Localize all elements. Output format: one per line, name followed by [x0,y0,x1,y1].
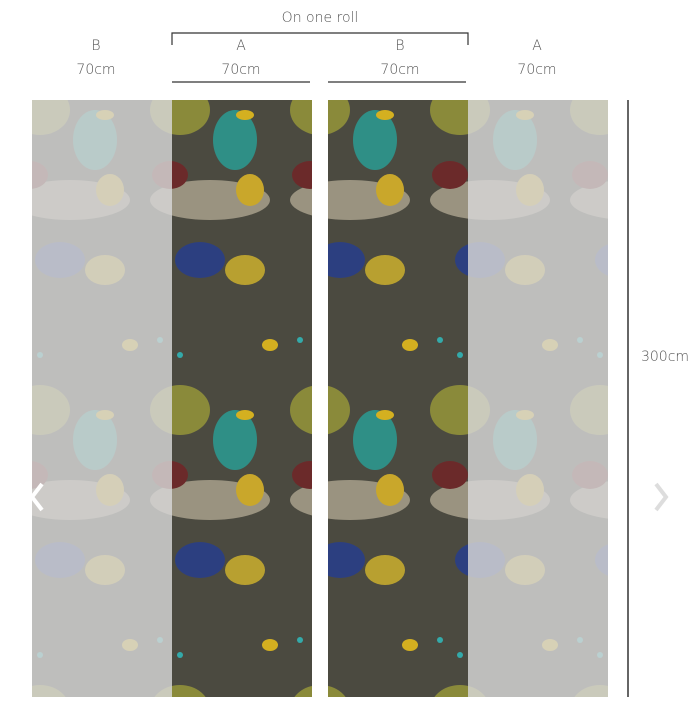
panel-fade [468,100,608,697]
panel-width: 70cm [221,62,260,78]
roll-bracket [171,32,469,45]
panel-width: 70cm [76,62,115,78]
panel-letter: A [236,38,246,54]
next-arrow[interactable] [654,482,669,512]
prev-arrow[interactable] [29,482,44,512]
roll-label: On one roll [282,10,359,26]
panel-width: 70cm [380,62,419,78]
panel [328,100,468,697]
panel-letter: B [91,38,100,54]
panel [172,100,312,697]
panel-letter: A [532,38,542,54]
panel-letter: B [395,38,404,54]
panel-fade [32,100,172,697]
height-label: 300cm [641,349,689,365]
panel-width: 70cm [517,62,556,78]
